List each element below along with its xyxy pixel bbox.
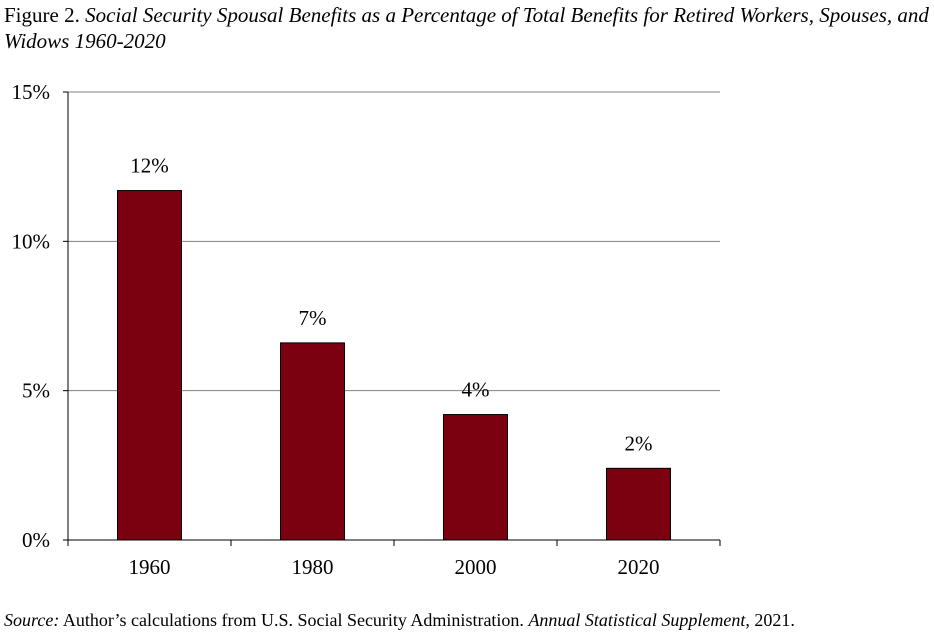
figure-number: Figure 2. <box>4 3 80 27</box>
x-tick-label: 1960 <box>129 555 171 579</box>
bar-2020 <box>606 467 671 541</box>
bar-2000 <box>443 414 508 541</box>
y-tick-label: 0% <box>22 528 50 552</box>
data-label: 4% <box>462 378 490 402</box>
bar-chart: 0% 5% 10% 15% 12% 1960 7% 1980 4% 2000 2% 2020 <box>12 80 721 579</box>
figure-title: Figure 2. Social Security Spousal Benefi… <box>4 2 930 54</box>
x-tick-label: 2000 <box>455 555 497 579</box>
source-publication: Annual Statistical Supplement <box>528 610 746 630</box>
y-tick-label: 5% <box>22 379 50 403</box>
bars <box>117 190 671 541</box>
y-tick-label: 15% <box>12 80 51 104</box>
source-label: Source: <box>4 610 60 630</box>
y-tick-label: 10% <box>12 229 51 253</box>
bar-1960 <box>117 190 182 541</box>
data-label: 12% <box>130 154 169 178</box>
x-tick-label: 1980 <box>292 555 334 579</box>
labels: 0% 5% 10% 15% 12% 1960 7% 1980 4% 2000 2% 2020 <box>12 80 660 579</box>
source-text: Author’s calculations from U.S. Social S… <box>59 610 529 630</box>
source-suffix: , 2021. <box>745 610 795 630</box>
data-label: 7% <box>299 306 327 330</box>
chart-title: Social Security Spousal Benefits as a Pe… <box>4 3 929 53</box>
x-tick-label: 2020 <box>618 555 660 579</box>
bar-1980 <box>280 342 345 541</box>
source-note: Source: Author’s calculations from U.S. … <box>4 608 930 632</box>
axes <box>63 91 721 546</box>
data-label: 2% <box>625 431 653 455</box>
